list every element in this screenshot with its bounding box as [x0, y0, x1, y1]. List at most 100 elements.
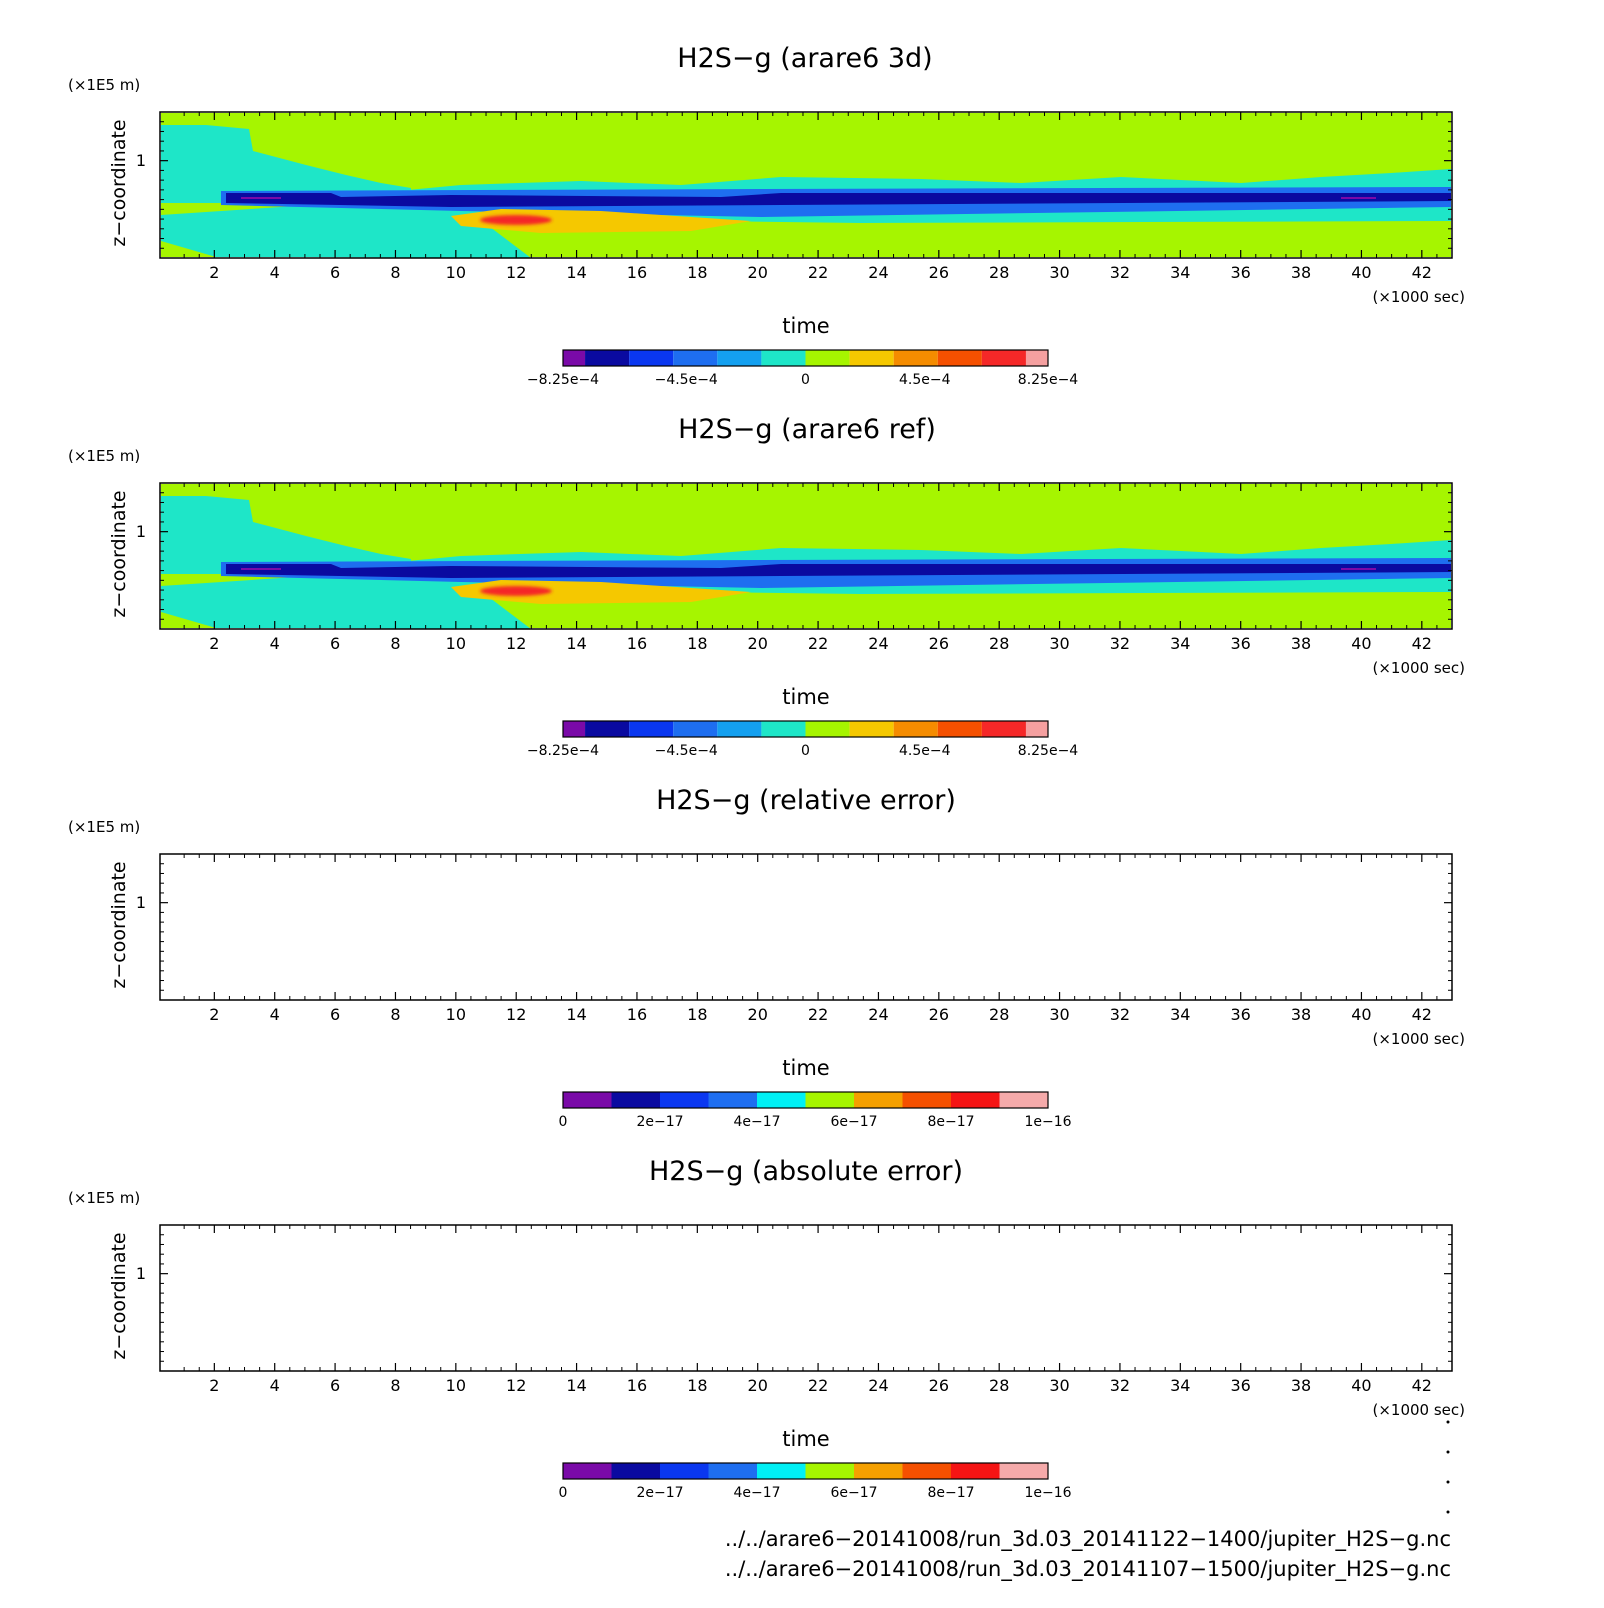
x-tick-label: 30 [1049, 263, 1069, 282]
x-tick-label: 6 [330, 1005, 340, 1024]
x-tick-label: 16 [627, 1376, 647, 1395]
colorbar-tick-label: −4.5e−4 [655, 372, 718, 388]
panel-2-x-label: time [782, 685, 829, 709]
x-tick-label: 38 [1291, 1005, 1311, 1024]
panel-1-x-label: time [782, 314, 829, 338]
x-tick-label: 4 [270, 1005, 280, 1024]
panel-4-ticks: 2 4 6 8 10 12 14 16 18 20 22 24 26 28 30 32 34 36 38 40 42 [160, 1225, 1453, 1395]
colorbar-segment [805, 721, 850, 737]
x-tick-label: 10 [446, 634, 466, 653]
colorbar-segment [660, 1463, 709, 1479]
x-tick-label: 8 [390, 1376, 400, 1395]
x-tick-label: 24 [868, 1376, 888, 1395]
colorbar-tick-label: 1e−16 [1024, 1485, 1071, 1501]
colorbar-segment [673, 721, 718, 737]
colorbar-segment [893, 721, 938, 737]
red-core [480, 215, 552, 225]
colorbar-segment [999, 1092, 1048, 1108]
x-tick-label: 6 [330, 634, 340, 653]
panel-2-y-label: z−coordinate [108, 490, 130, 617]
x-tick-label: 24 [868, 263, 888, 282]
colorbar-frame [562, 1462, 1049, 1480]
x-tick-label: 2 [209, 1005, 219, 1024]
x-tick-label: 4 [270, 1376, 280, 1395]
cyan-lower-wedge [161, 574, 531, 629]
x-tick-label: 8 [390, 1005, 400, 1024]
deep-blue-band [226, 564, 1451, 578]
x-tick-label: 34 [1170, 1005, 1190, 1024]
colorbar-segment [854, 1092, 903, 1108]
x-tick-label: 16 [627, 263, 647, 282]
x-tick-label: 32 [1110, 634, 1130, 653]
panel-1-frame [159, 111, 1453, 259]
colorbar-segment [673, 350, 718, 366]
x-tick-label: 36 [1231, 1376, 1251, 1395]
x-tick-label: 18 [687, 1376, 707, 1395]
x-tick-label: 20 [748, 1005, 768, 1024]
panel-3-ticks: 2 4 6 8 10 12 14 16 18 20 22 24 26 28 30 32 34 36 38 40 42 [160, 854, 1453, 1024]
colorbar-segment [902, 1092, 951, 1108]
x-tick-label: 4 [270, 634, 280, 653]
x-tick-label: 40 [1351, 1376, 1371, 1395]
x-tick-label: 24 [868, 634, 888, 653]
x-tick-label: 28 [989, 1376, 1009, 1395]
colorbar-segment [717, 721, 762, 737]
panel-4-y-unit: (×1E5 m) [68, 1189, 140, 1207]
colorbar-segment [629, 721, 674, 737]
x-tick-label: 28 [989, 263, 1009, 282]
footer-dots [1446, 1420, 1450, 1514]
x-tick-label: 30 [1049, 634, 1069, 653]
cyan-upper-region [161, 496, 411, 574]
x-tick-label: 24 [868, 1005, 888, 1024]
colorbar-segment [805, 1092, 854, 1108]
x-tick-label: 18 [687, 263, 707, 282]
colorbar-segment [761, 721, 806, 737]
colorbar-segment [708, 1092, 757, 1108]
colorbar-segment [563, 350, 586, 366]
colorbar-segment [660, 1092, 709, 1108]
x-tick-label: 16 [627, 634, 647, 653]
footer-file-path-2: ../../arare6−20141008/run_3d.03_20141107… [725, 1557, 1451, 1582]
colorbar-tick-label: 8e−17 [927, 1485, 974, 1501]
panel-2-ticks: 2 4 6 8 10 12 14 16 18 20 22 24 26 28 30 32 34 36 38 40 42 [160, 483, 1453, 653]
colorbar-tick-label: 8e−17 [927, 1114, 974, 1130]
orange-band [451, 580, 751, 604]
colorbar-tick-label: 2e−17 [636, 1114, 683, 1130]
panel-2-frame [159, 482, 1453, 630]
x-tick-label: 40 [1351, 634, 1371, 653]
colorbar-segment [981, 350, 1026, 366]
x-tick-label: 12 [506, 634, 526, 653]
x-tick-label: 2 [209, 634, 219, 653]
panel-2: H2S−g (arare6 ref) (×1E5 m) z−coordinate… [68, 414, 1465, 759]
panel-3-y-unit: (×1E5 m) [68, 818, 140, 836]
colorbar-segment [805, 1463, 854, 1479]
colorbar-segment [854, 1463, 903, 1479]
x-tick-label: 28 [989, 634, 1009, 653]
colorbar-tick-label: −8.25e−4 [527, 743, 599, 759]
colorbar-segment [757, 1092, 806, 1108]
x-tick-label: 32 [1110, 263, 1130, 282]
x-tick-label: 36 [1231, 1005, 1251, 1024]
x-tick-label: 12 [506, 1005, 526, 1024]
colorbar-tick-label: 2e−17 [636, 1485, 683, 1501]
panel-2-field [161, 484, 1451, 629]
colorbar-tick-label: 0 [559, 1114, 568, 1130]
x-tick-label: 30 [1049, 1376, 1069, 1395]
footer-dot [1446, 1510, 1450, 1514]
colorbar-segment [563, 721, 586, 737]
cyan-lower-wedge [161, 203, 531, 258]
x-tick-label: 34 [1170, 634, 1190, 653]
x-tick-label: 22 [808, 1005, 828, 1024]
x-tick-label: 36 [1231, 634, 1251, 653]
panel-1-y-label: z−coordinate [108, 119, 130, 246]
colorbar-segment [563, 1463, 612, 1479]
x-tick-label: 42 [1412, 1005, 1432, 1024]
colorbar-tick-label: −4.5e−4 [655, 743, 718, 759]
colorbar-segment [563, 1092, 612, 1108]
colorbar-segment [951, 1463, 1000, 1479]
x-tick-label: 4 [270, 263, 280, 282]
x-tick-label: 22 [808, 1376, 828, 1395]
colorbar-frame [562, 720, 1049, 738]
x-tick-label: 42 [1412, 634, 1432, 653]
